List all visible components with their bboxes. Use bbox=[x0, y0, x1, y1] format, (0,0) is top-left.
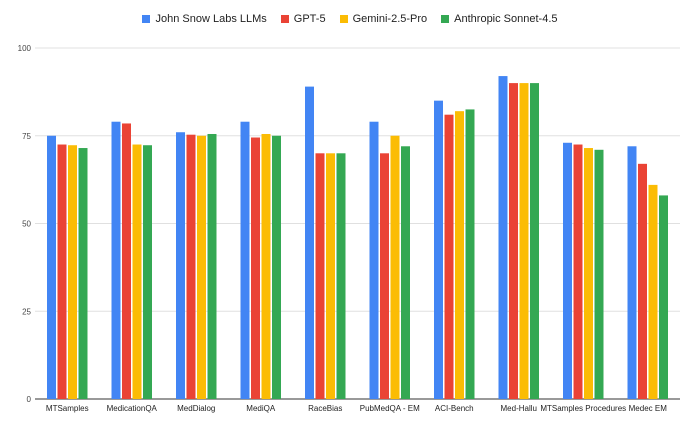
legend-swatch-0 bbox=[142, 15, 151, 23]
bar-john-snow-labs-llms-medicationqa[interactable] bbox=[111, 121, 121, 400]
bar-gpt-5-mtsamples-procedures[interactable] bbox=[573, 144, 583, 399]
bar-gemini-2-5-pro-mtsamples-procedures[interactable] bbox=[584, 148, 593, 399]
x-tick-label: RaceBias bbox=[308, 404, 342, 413]
bar-john-snow-labs-llms-pubmedqa-em[interactable] bbox=[369, 121, 379, 400]
y-tick-label: 0 bbox=[27, 395, 32, 404]
bar-john-snow-labs-llms-mtsamples[interactable] bbox=[47, 135, 56, 399]
bar-gemini-2-5-pro-pubmedqa-em[interactable] bbox=[390, 135, 400, 399]
legend-swatch-1 bbox=[280, 15, 289, 23]
bar-gemini-2-5-pro-meddialog[interactable] bbox=[197, 135, 206, 399]
bar-john-snow-labs-llms-racebias[interactable] bbox=[305, 86, 314, 400]
legend-swatch-3 bbox=[441, 15, 450, 23]
x-tick-label: MediQA bbox=[246, 404, 276, 413]
x-tick-label: MTSamples Procedures bbox=[540, 404, 626, 413]
x-tick-label: MedicationQA bbox=[107, 404, 158, 413]
legend-item[interactable]: Anthropic Sonnet-4.5 bbox=[441, 13, 558, 25]
bar-anthropic-sonnet-4-5-racebias[interactable] bbox=[336, 153, 346, 399]
bar-anthropic-sonnet-4-5-meddialog[interactable] bbox=[207, 133, 217, 399]
legend-label: GPT-5 bbox=[293, 13, 326, 25]
bar-gpt-5-aci-bench[interactable] bbox=[444, 114, 454, 399]
bar-john-snow-labs-llms-mtsamples-procedures[interactable] bbox=[563, 142, 572, 399]
bar-john-snow-labs-llms-aci-bench[interactable] bbox=[434, 100, 443, 400]
y-tick-label: 50 bbox=[22, 220, 31, 229]
bars bbox=[47, 76, 668, 400]
bar-john-snow-labs-llms-mediqa[interactable] bbox=[240, 121, 250, 400]
bar-anthropic-sonnet-4-5-pubmedqa-em[interactable] bbox=[401, 146, 410, 399]
bar-john-snow-labs-llms-meddialog[interactable] bbox=[176, 132, 185, 400]
x-tick-label: ACI-Bench bbox=[435, 404, 474, 413]
bar-anthropic-sonnet-4-5-mtsamples-procedures[interactable] bbox=[594, 149, 604, 399]
gridlines bbox=[35, 47, 680, 400]
y-tick-label: 25 bbox=[22, 307, 31, 316]
legend-label: Gemini-2.5-Pro bbox=[352, 13, 428, 25]
x-tick-label: Med-Hallu bbox=[501, 404, 537, 413]
bar-gpt-5-pubmedqa-em[interactable] bbox=[380, 153, 389, 399]
bar-gemini-2-5-pro-mediqa[interactable] bbox=[261, 133, 271, 399]
x-tick-label: Medec EM bbox=[629, 404, 668, 413]
bar-gpt-5-medec-em[interactable] bbox=[638, 163, 647, 399]
y-axis-ticks: 0 25 50 75 100 bbox=[18, 44, 32, 404]
bar-gpt-5-mtsamples[interactable] bbox=[57, 144, 67, 399]
bar-anthropic-sonnet-4-5-mediqa[interactable] bbox=[272, 135, 281, 399]
bar-gpt-5-racebias[interactable] bbox=[315, 153, 325, 399]
bar-john-snow-labs-llms-med-hallu[interactable] bbox=[498, 76, 508, 399]
bar-gemini-2-5-pro-med-hallu[interactable] bbox=[519, 83, 529, 399]
bar-anthropic-sonnet-4-5-med-hallu[interactable] bbox=[530, 83, 539, 399]
legend-label: John Snow Labs LLMs bbox=[155, 13, 267, 25]
bar-gemini-2-5-pro-medec-em[interactable] bbox=[648, 184, 658, 399]
bar-anthropic-sonnet-4-5-medec-em[interactable] bbox=[659, 195, 668, 399]
legend-label: Anthropic Sonnet-4.5 bbox=[454, 13, 558, 25]
bar-gpt-5-med-hallu[interactable] bbox=[509, 83, 518, 399]
x-axis-ticks: MTSamples MedicationQA MedDialog MediQA Race… bbox=[46, 404, 667, 413]
bar-gemini-2-5-pro-medicationqa[interactable] bbox=[132, 144, 142, 399]
bar-gpt-5-mediqa[interactable] bbox=[251, 137, 260, 399]
bar-gemini-2-5-pro-aci-bench[interactable] bbox=[455, 111, 464, 400]
bar-gemini-2-5-pro-mtsamples[interactable] bbox=[68, 145, 77, 399]
x-tick-label: PubMedQA - EM bbox=[360, 404, 420, 413]
bar-anthropic-sonnet-4-5-aci-bench[interactable] bbox=[465, 109, 475, 400]
legend-item[interactable]: GPT-5 bbox=[280, 13, 326, 25]
bar-anthropic-sonnet-4-5-mtsamples[interactable] bbox=[78, 148, 88, 399]
x-tick-label: MTSamples bbox=[46, 404, 89, 413]
legend-item[interactable]: Gemini-2.5-Pro bbox=[339, 13, 428, 25]
bar-anthropic-sonnet-4-5-medicationqa[interactable] bbox=[143, 145, 152, 399]
bar-gemini-2-5-pro-racebias[interactable] bbox=[326, 153, 335, 399]
legend-swatch-2 bbox=[339, 15, 348, 23]
bar-john-snow-labs-llms-medec-em[interactable] bbox=[627, 146, 637, 399]
chart-legend: John Snow Labs LLMs GPT-5 Gemini-2.5-Pro… bbox=[0, 13, 700, 25]
legend-item[interactable]: John Snow Labs LLMs bbox=[142, 13, 267, 25]
bar-gpt-5-medicationqa[interactable] bbox=[122, 123, 131, 399]
y-tick-label: 100 bbox=[18, 44, 32, 53]
y-tick-label: 75 bbox=[22, 132, 31, 141]
x-tick-label: MedDialog bbox=[177, 404, 215, 413]
bar-gpt-5-meddialog[interactable] bbox=[186, 134, 196, 399]
